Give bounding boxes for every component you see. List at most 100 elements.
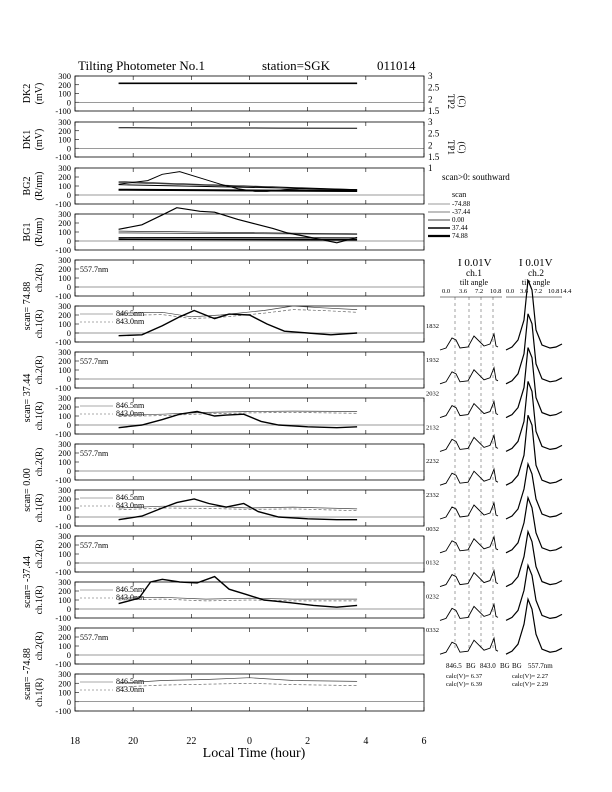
right-tick-label: 2 — [428, 94, 433, 104]
y-tick-label: 200 — [58, 586, 71, 596]
x-axis: 18 20 22 0 2 4 6 — [70, 736, 427, 747]
y-tick-label: 0 — [67, 697, 71, 707]
right-tick-label: 1.5 — [428, 106, 440, 116]
y-tick-label: -100 — [55, 152, 71, 162]
background-line — [118, 232, 358, 235]
y-tick-label: -100 — [55, 199, 71, 209]
y-tick-label: 0 — [67, 143, 71, 153]
footer-ch1-label: BG — [500, 662, 510, 670]
y-tick-label: -100 — [55, 706, 71, 716]
y-tick-label: -100 — [55, 567, 71, 577]
scan-legend-label: 74.88 — [452, 232, 468, 240]
scan-time-label: 2332 — [426, 492, 439, 499]
ch2-label: ch.2(R) — [34, 356, 45, 385]
y-tick-label: 200 — [58, 80, 71, 90]
scale-ch2: I 0.01V — [519, 257, 553, 269]
y-tick-label: 100 — [58, 503, 71, 513]
y-tick-label: 0 — [67, 604, 71, 614]
y-tick-label: 200 — [58, 494, 71, 504]
y-tick-label: 200 — [58, 448, 71, 458]
y-tick-label: 100 — [58, 273, 71, 283]
ch1-profile-line — [439, 366, 499, 385]
ch2-profile-line — [505, 495, 563, 554]
y-tick-label: -100 — [55, 613, 71, 623]
calc-ch2-label: calc(V)= 2.29 — [512, 681, 548, 688]
footer-ch1-label: 843.0 — [480, 662, 496, 670]
ch1-profile-line — [439, 602, 499, 621]
ch1-profile-line — [439, 568, 499, 588]
line-label-846: 846.5nm — [116, 585, 145, 594]
tilt-tick-ch1: 10.8 — [490, 288, 501, 295]
dark-current-line — [118, 127, 358, 129]
y-tick-label: 200 — [58, 172, 71, 182]
bg2-label: BG2 — [22, 177, 33, 196]
ch2-profile-line — [505, 414, 563, 486]
line-label-846: 846.5nm — [116, 677, 145, 686]
y-tick-label: 200 — [58, 678, 71, 688]
y-tick-label: 0 — [67, 420, 71, 430]
y-tick-label: 100 — [58, 319, 71, 329]
y-tick-label: 200 — [58, 540, 71, 550]
ch2-557-line — [118, 575, 358, 608]
ch2-label: ch.2(R) — [34, 448, 45, 477]
footer-ch2-label: 557.7nm — [528, 662, 553, 670]
y-tick-label: -100 — [55, 106, 71, 116]
scale-ch1: I 0.01V — [458, 257, 492, 269]
y-tick-label: 100 — [58, 549, 71, 559]
y-tick-label: -100 — [55, 429, 71, 439]
ch1-profile-line — [439, 636, 499, 655]
y-tick-label: 100 — [58, 365, 71, 375]
y-tick-label: 200 — [58, 218, 71, 228]
scan-label: scan= -74.88 — [22, 648, 33, 700]
ch2-label: ch.2(R) — [34, 264, 45, 293]
y-tick-label: 0 — [67, 97, 71, 107]
dk2-unit: (mV) — [34, 83, 45, 105]
line-label-843: 843.0nm — [116, 685, 145, 694]
y-tick-label: 100 — [58, 181, 71, 191]
scan-label: scan= 74.88 — [22, 282, 33, 330]
line-label-846: 846.5nm — [116, 309, 145, 318]
ch1-profile-line — [439, 399, 499, 419]
ch2-profile-line — [505, 279, 563, 351]
ch1-843-line — [118, 682, 358, 688]
right-tick-label: 1 — [428, 163, 433, 173]
scan-legend-label: 37.44 — [452, 224, 468, 232]
scan-time-label: 0332 — [426, 627, 439, 634]
dk1-unit: (mV) — [34, 129, 45, 151]
y-tick-label: -100 — [55, 291, 71, 301]
background-line — [118, 207, 358, 244]
tilt-tick-ch1: 7.2 — [475, 288, 483, 295]
background-line — [118, 230, 358, 235]
ch1-title: ch.1 — [466, 269, 482, 279]
line-label-557: 557.7nm — [80, 633, 109, 642]
right-tick-label: 2 — [428, 140, 433, 150]
tilt-tick-ch2: 10.8 — [548, 288, 559, 295]
tilt-tick-ch2: 0.0 — [506, 288, 514, 295]
y-tick-label: 200 — [58, 310, 71, 320]
ch1-label: ch.1(R) — [34, 310, 45, 339]
y-tick-label: 300 — [58, 669, 71, 679]
y-tick-label: 0 — [67, 282, 71, 292]
right-tick-label: 1.5 — [428, 152, 440, 162]
calc-ch2-label: calc(V)= 2.27 — [512, 673, 549, 680]
ch1-label: ch.1(R) — [34, 678, 45, 707]
ch2-profile-line — [505, 563, 563, 621]
line-label-846: 846.5nm — [116, 493, 145, 502]
ch2-label: ch.2(R) — [34, 540, 45, 569]
right-tick-label: 3 — [428, 71, 433, 81]
x-tick-label: 6 — [422, 736, 427, 747]
y-tick-label: 100 — [58, 135, 71, 145]
y-tick-label: 100 — [58, 641, 71, 651]
ch1-846-line — [118, 305, 358, 318]
ch1-843-line — [118, 412, 358, 417]
scan-time-label: 2232 — [426, 458, 439, 465]
date-label: 011014 — [377, 58, 416, 73]
ch1-profile-line — [439, 501, 499, 520]
